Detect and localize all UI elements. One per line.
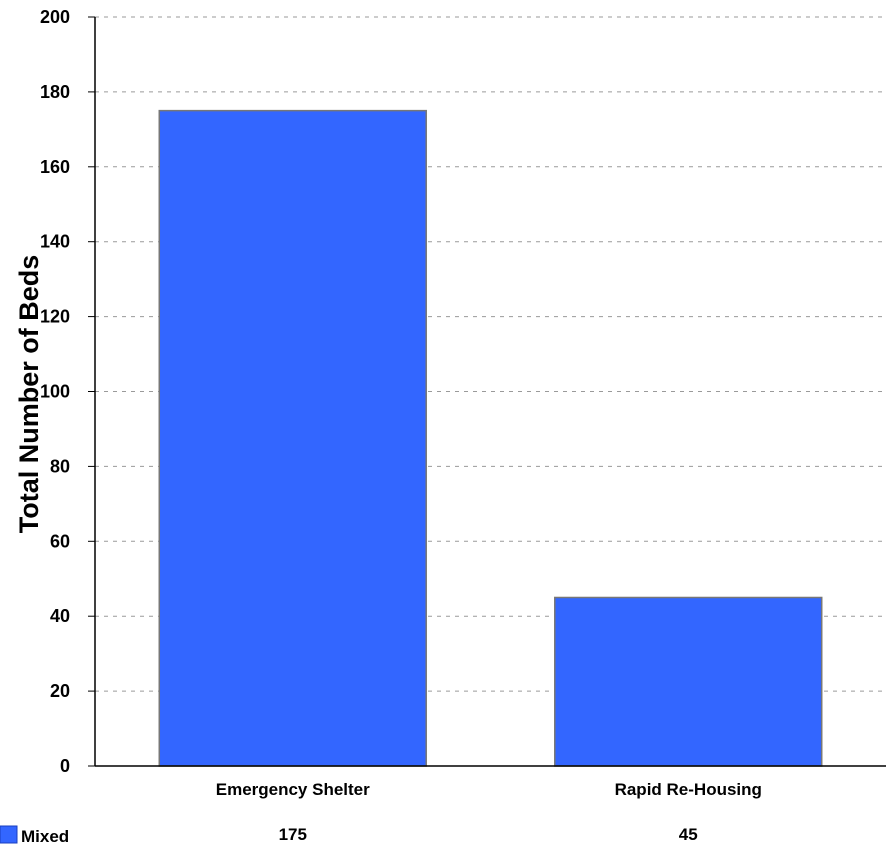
y-tick-label: 60 (50, 531, 70, 551)
axes (94, 17, 886, 767)
y-tick-labels: 0 20 40 60 80 100 120 140 160 180 200 (40, 7, 70, 776)
legend: Mixed (0, 825, 69, 846)
y-tick-label: 140 (40, 232, 70, 252)
data-table: 175 45 (279, 825, 698, 844)
x-tick-labels: Emergency Shelter Rapid Re-Housing (216, 780, 762, 799)
bars (158, 109, 823, 767)
y-tick-label: 0 (60, 756, 70, 776)
y-axis-label: Total Number of Beds (14, 255, 44, 534)
y-tick-label: 200 (40, 7, 70, 27)
bar (158, 109, 427, 767)
y-tick-label: 180 (40, 82, 70, 102)
x-tick-label: Emergency Shelter (216, 780, 370, 799)
legend-swatch (0, 825, 18, 844)
y-tick-label: 160 (40, 157, 70, 177)
y-tick-label: 80 (50, 456, 70, 476)
y-tick-label: 120 (40, 307, 70, 327)
data-table-value: 175 (279, 825, 307, 844)
y-tick-label: 40 (50, 606, 70, 626)
y-tick-label: 100 (40, 382, 70, 402)
legend-label: Mixed (21, 827, 69, 846)
data-table-value: 45 (679, 825, 698, 844)
y-tick-label: 20 (50, 681, 70, 701)
x-tick-label: Rapid Re-Housing (615, 780, 762, 799)
bar (554, 596, 823, 767)
